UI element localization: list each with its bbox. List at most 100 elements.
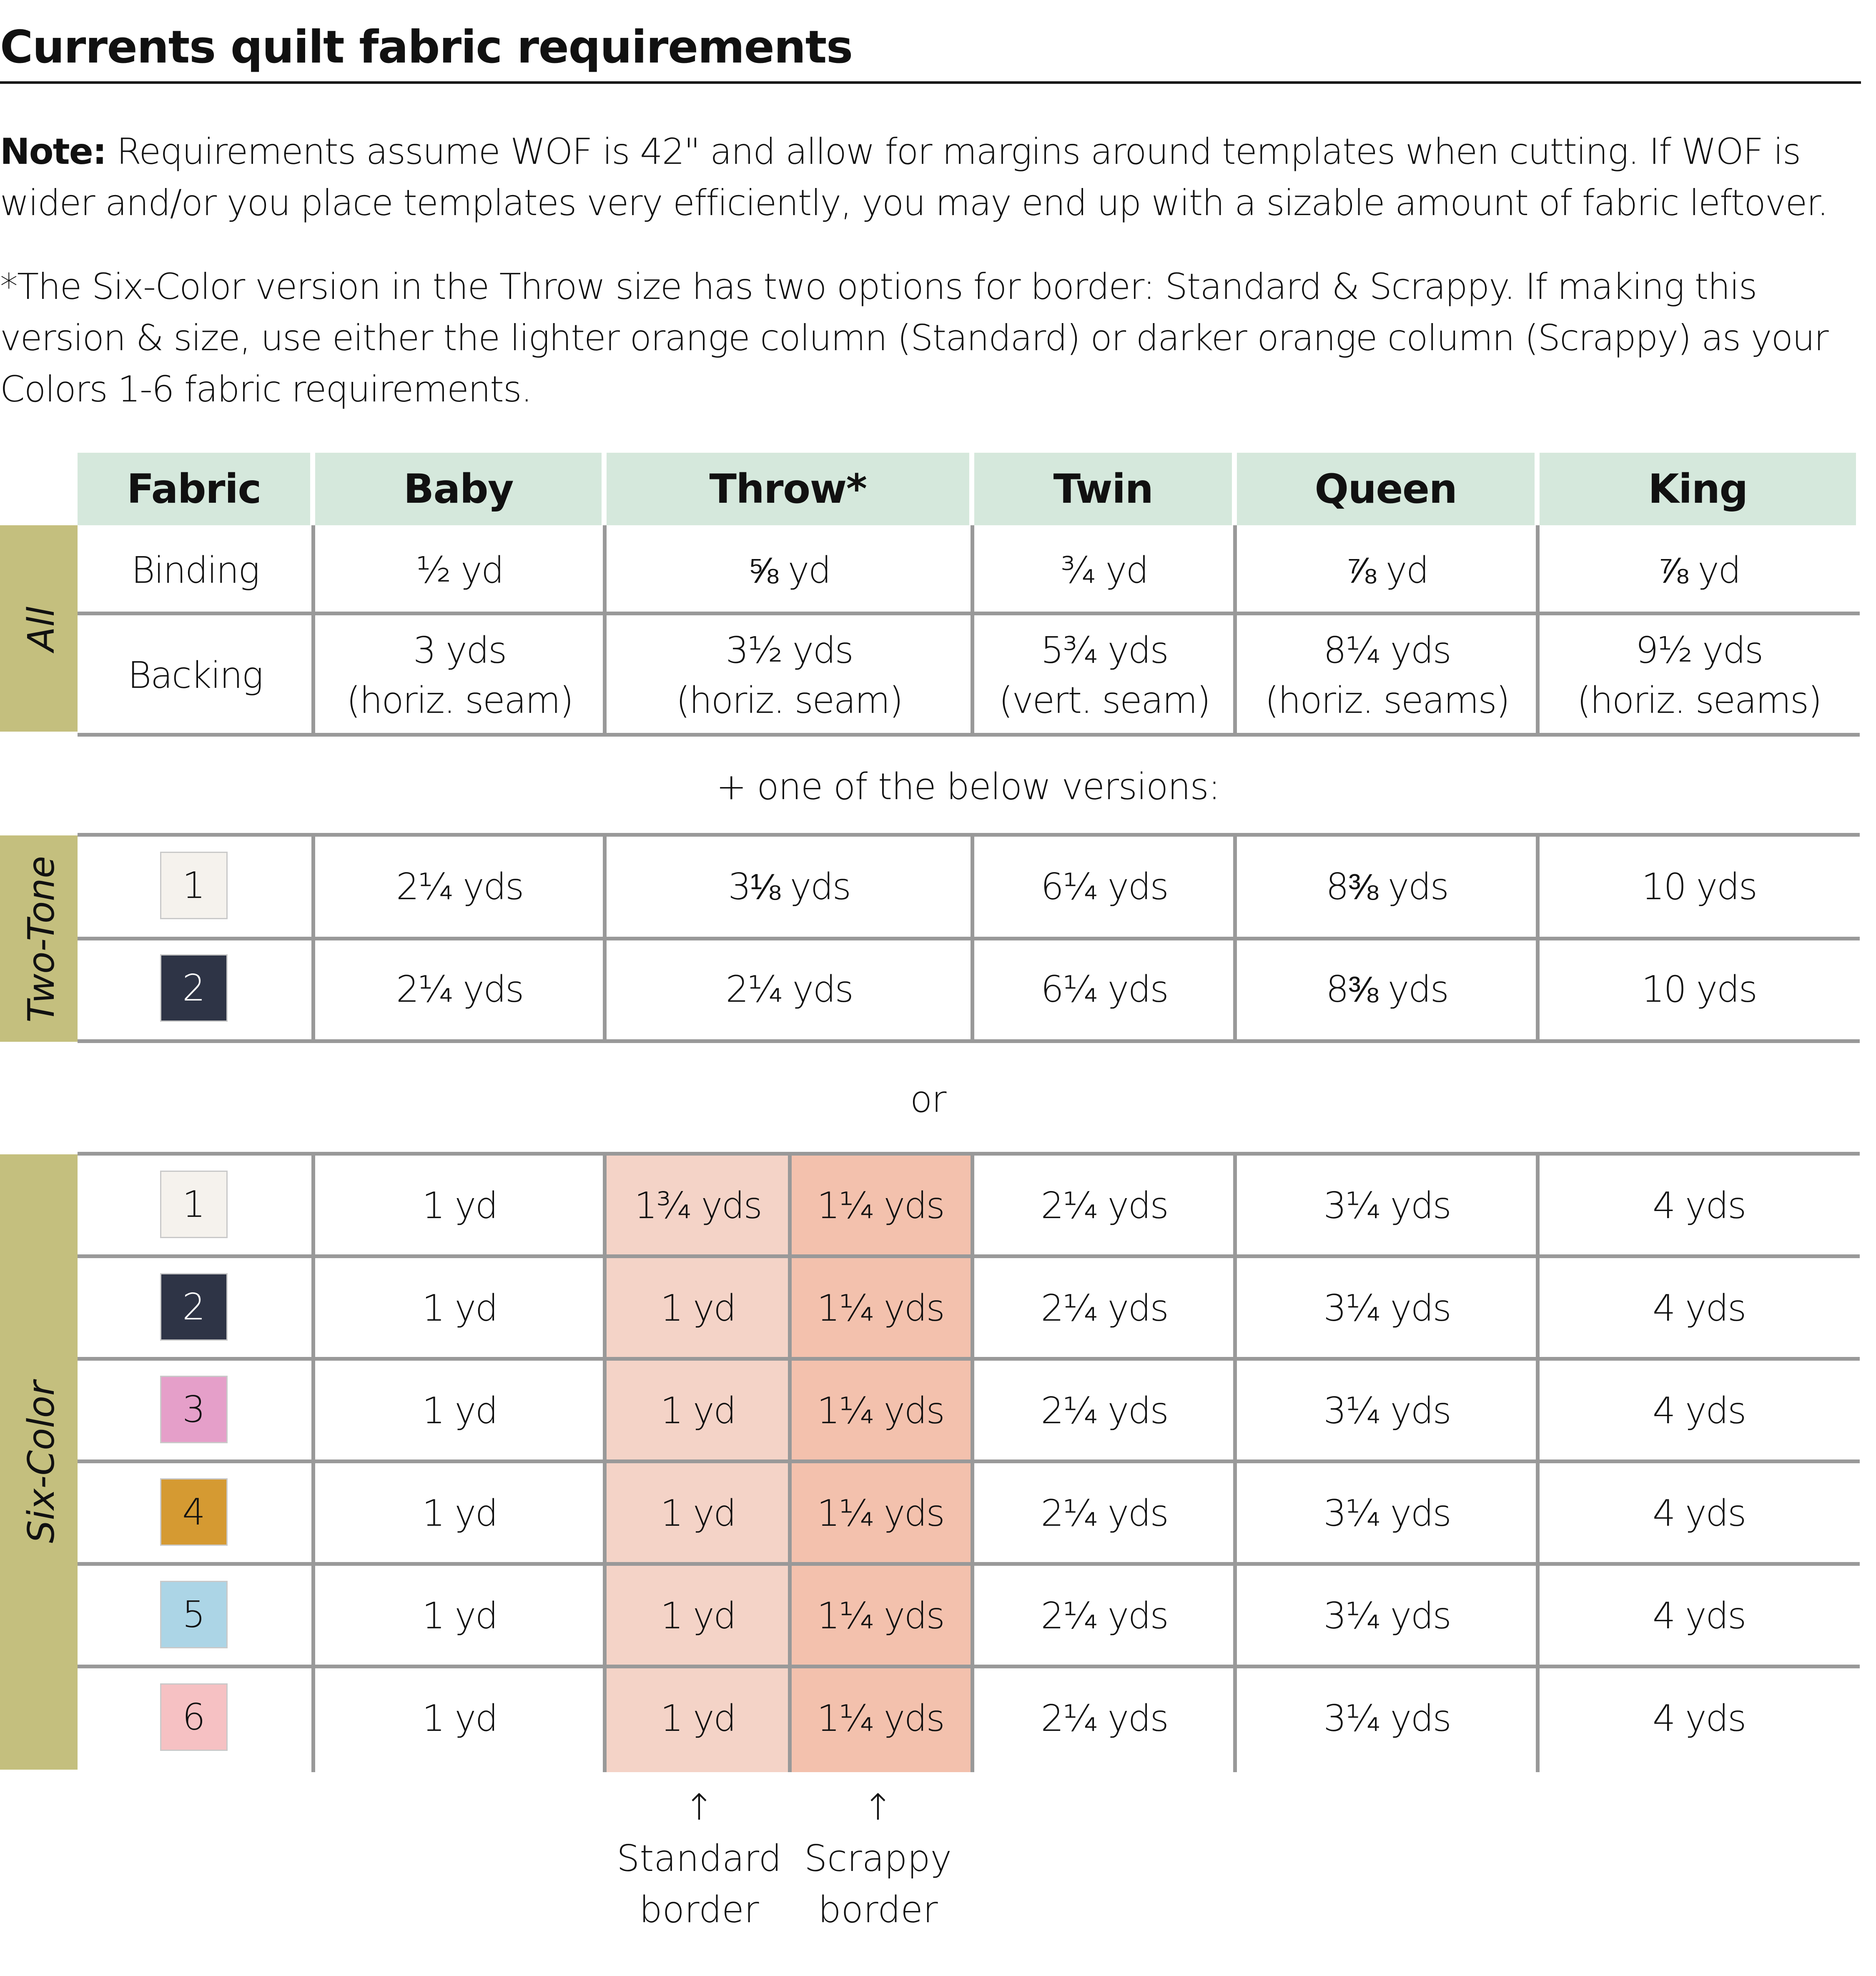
text-line: 3½ yds: [725, 629, 854, 672]
header-queen: Queen: [1237, 453, 1535, 525]
text-line: 1 yd: [660, 1492, 737, 1535]
queen-cell: 3¼ yds: [1237, 1359, 1537, 1462]
queen-cell: 3¼ yds: [1237, 1257, 1537, 1359]
text-line: 5: [182, 1593, 206, 1636]
text-line: 1 yd: [422, 1595, 498, 1637]
twin-cell: 2¼ yds: [974, 1359, 1234, 1462]
value-cell: 6¼ yds: [974, 938, 1234, 1041]
twin-cell: 2¼ yds: [974, 1565, 1234, 1667]
text-line: ↑: [863, 1786, 893, 1828]
text-line: (vert. seam): [998, 679, 1211, 722]
row-divider: [78, 1357, 1860, 1361]
header-twin: Twin: [974, 453, 1232, 525]
text-line: 2: [182, 1286, 206, 1328]
text-line: 4 yds: [1652, 1184, 1746, 1227]
text-line: 3¼ yds: [1323, 1595, 1452, 1637]
baby-cell: 1 yd: [315, 1667, 604, 1770]
text-line: Backing: [128, 654, 263, 697]
baby-cell: 1 yd: [315, 1257, 604, 1359]
text-line: 3¼ yds: [1323, 1492, 1452, 1535]
text-line: Fabric: [127, 465, 261, 513]
value-cell: ⅞ yd: [1237, 525, 1537, 615]
all-band: [0, 525, 78, 732]
text-line: 4 yds: [1652, 1492, 1746, 1535]
twin-cell: 2¼ yds: [974, 1667, 1234, 1770]
throw-scrappy-cell: 1¼ yds: [789, 1359, 972, 1462]
color-swatch-4: 4: [160, 1478, 228, 1546]
column-divider: [311, 1154, 315, 1772]
text-line: 2¼ yds: [1041, 1184, 1169, 1227]
text-line: 3¼ yds: [1323, 1389, 1452, 1432]
two-tone-label: Two-Tone: [20, 855, 63, 1022]
text-line: 8⅜ yds: [1326, 865, 1449, 908]
text-line: ⅝ yd: [748, 549, 831, 592]
row-divider: [78, 833, 1860, 837]
column-divider: [1233, 1154, 1237, 1772]
text-line: 3¼ yds: [1323, 1287, 1452, 1329]
text-line: 6¼ yds: [1041, 865, 1169, 908]
text-line: 1¼ yds: [817, 1595, 945, 1637]
king-cell: 4 yds: [1540, 1359, 1858, 1462]
value-cell: 8⅜ yds: [1237, 835, 1537, 938]
text-line: 1 yd: [422, 1697, 498, 1740]
row-divider: [78, 612, 1860, 615]
baby-cell: 1 yd: [315, 1565, 604, 1667]
text-line: 1 yd: [422, 1287, 498, 1329]
text-line: 2: [182, 967, 206, 1009]
text-line: 4 yds: [1652, 1389, 1746, 1432]
text-line: 1¼ yds: [817, 1492, 945, 1535]
color-swatch-2: 2: [160, 1273, 228, 1341]
text-line: 1 yd: [660, 1595, 737, 1637]
note-text: Requirements assume WOF is 42" and allow…: [0, 131, 1828, 224]
text-line: 4 yds: [1652, 1287, 1746, 1329]
baby-cell: 1 yd: [315, 1462, 604, 1565]
six-color-label: Six-Color: [20, 1381, 63, 1543]
fabric-binding: Binding: [78, 525, 313, 615]
text-line: Baby: [403, 465, 514, 513]
queen-cell: 3¼ yds: [1237, 1462, 1537, 1565]
text-line: Binding: [131, 549, 260, 592]
value-cell: 3 yds (horiz. seam): [315, 615, 604, 735]
text-line: border: [639, 1888, 759, 1931]
text-line: 1¾ yds: [634, 1184, 762, 1227]
value-cell: 8¼ yds (horiz. seams): [1237, 615, 1537, 735]
text-line: 3: [182, 1388, 206, 1431]
throw-scrappy-cell: 1¼ yds: [789, 1257, 972, 1359]
text-line: ↑: [684, 1786, 715, 1828]
text-line: Queen: [1314, 465, 1457, 513]
queen-cell: 3¼ yds: [1237, 1667, 1537, 1770]
text-line: 1: [182, 1183, 206, 1226]
text-line: 1¼ yds: [817, 1697, 945, 1740]
text-line: 2¼ yds: [396, 968, 524, 1011]
all-label: All: [20, 606, 63, 651]
baby-cell: 1 yd: [315, 1359, 604, 1462]
row-divider: [78, 1039, 1860, 1043]
text-line: 1 yd: [422, 1389, 498, 1432]
text-line: Two-Tone: [20, 855, 63, 1022]
text-line: King: [1648, 465, 1748, 513]
text-line: 1¼ yds: [817, 1184, 945, 1227]
column-divider: [1536, 525, 1540, 735]
text-line: 2¼ yds: [1041, 1492, 1169, 1535]
throw-standard-cell: 1 yd: [607, 1565, 789, 1667]
versions-separator: + one of the below versions:: [716, 765, 1221, 808]
twin-cell: 2¼ yds: [974, 1154, 1234, 1257]
value-cell: 3½ yds (horiz. seam): [607, 615, 972, 735]
column-divider: [603, 525, 607, 735]
text-line: Standard: [617, 1837, 782, 1880]
row-divider: [78, 733, 1860, 737]
or-separator: or: [910, 1078, 946, 1121]
text-line: 3¼ yds: [1323, 1184, 1452, 1227]
text-line: 1: [182, 864, 206, 907]
text-line: 2¼ yds: [1041, 1595, 1169, 1637]
king-cell: 4 yds: [1540, 1257, 1858, 1359]
text-line: + one of the below versions:: [716, 765, 1221, 808]
header-baby: Baby: [315, 453, 602, 525]
row-divider: [78, 1254, 1860, 1258]
row-divider: [78, 1665, 1860, 1668]
text-line: ⅞ yd: [1658, 549, 1741, 592]
value-cell: 2¼ yds: [607, 938, 972, 1041]
column-divider: [788, 1154, 792, 1772]
text-line: 3⅛ yds: [728, 865, 851, 908]
row-divider: [78, 1152, 1860, 1156]
